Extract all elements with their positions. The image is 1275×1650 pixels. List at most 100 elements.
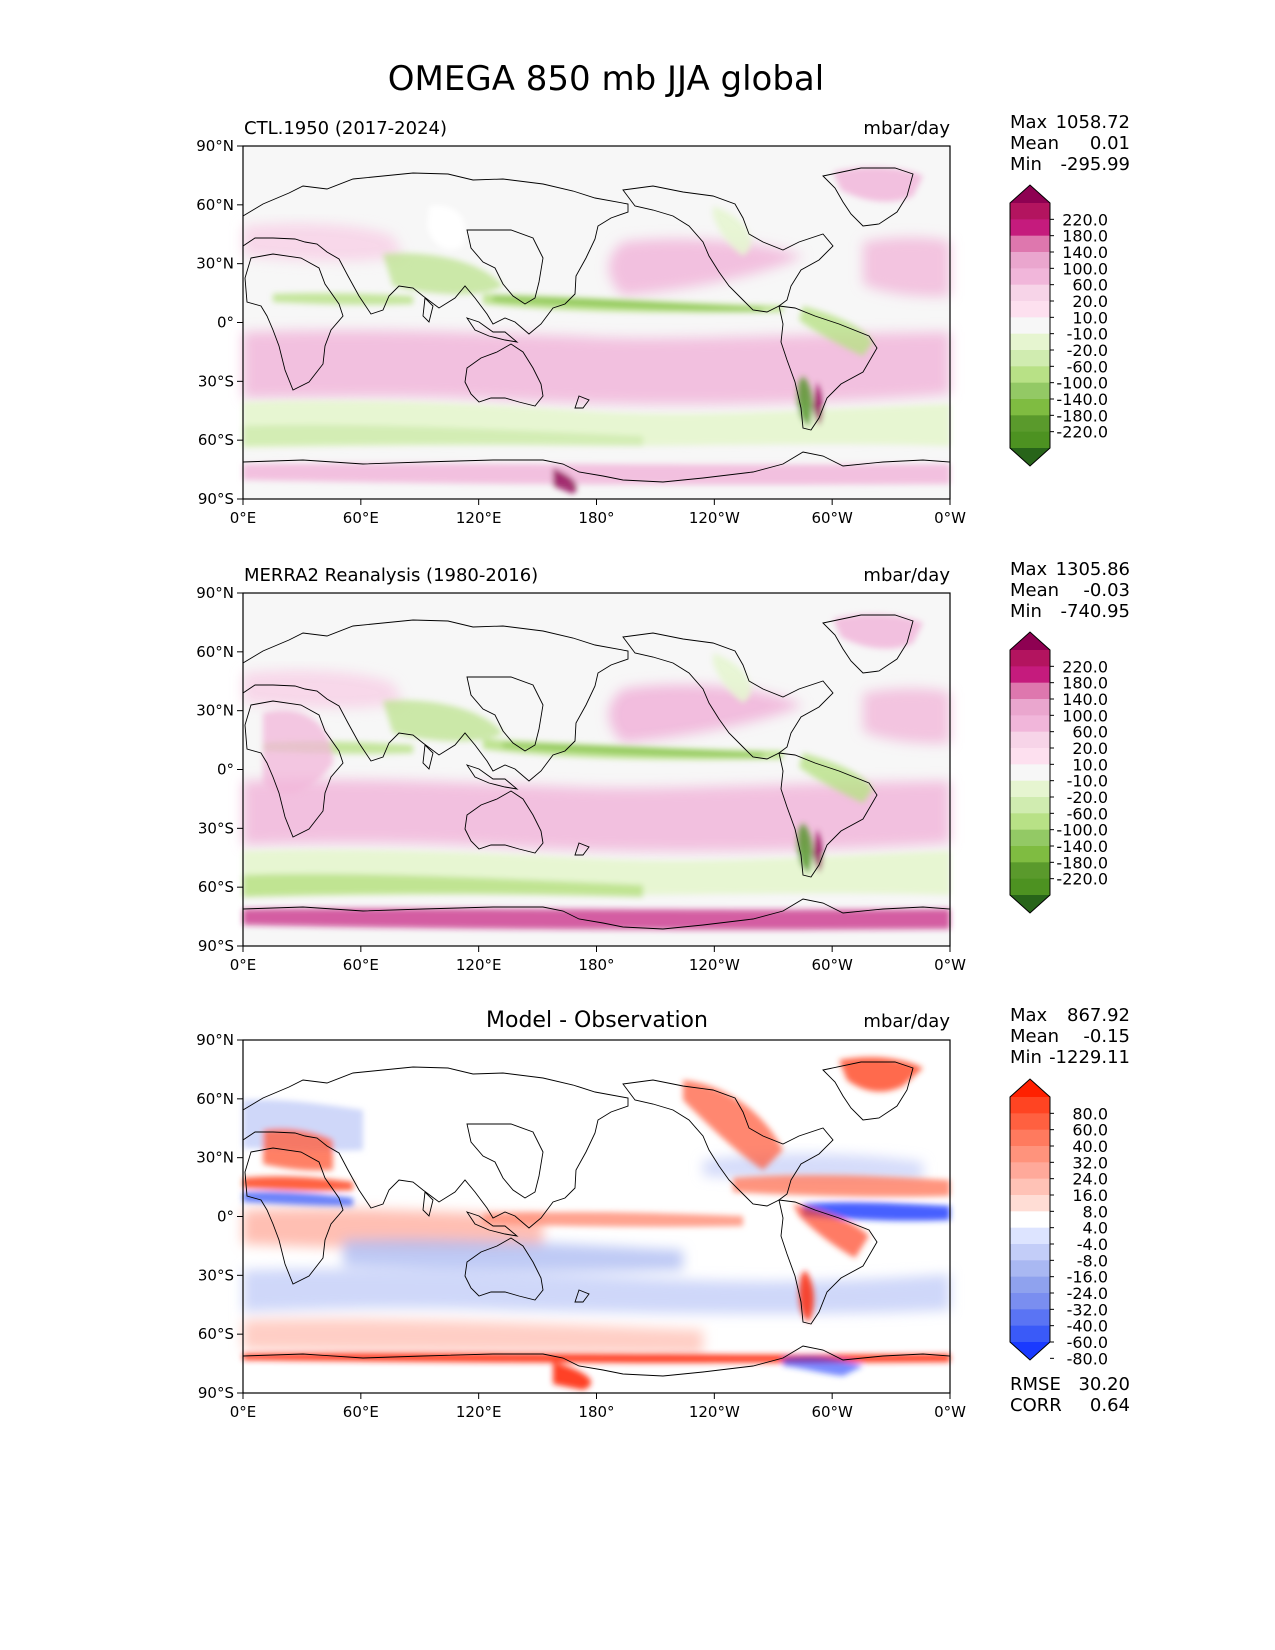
- colorbar-outline: [1009, 631, 1051, 914]
- colorbar: 220.0180.0140.0100.060.020.010.0-10.0-20…: [1009, 184, 1108, 467]
- colorbar-level-label: 220.0: [1062, 657, 1108, 676]
- lat-tick-label: 90°S: [198, 490, 234, 508]
- colorbar-band: [1010, 764, 1050, 782]
- colorbar-extend-min: [1010, 895, 1050, 913]
- stat-label: Min: [1010, 154, 1042, 175]
- colorbar-level-label: 60.0: [1072, 276, 1108, 295]
- colorbar-level-label: 180.0: [1062, 227, 1108, 246]
- stat-value: 1305.86: [1056, 559, 1130, 580]
- colorbar-level-label: 20.0: [1072, 292, 1108, 311]
- colorbar-band: [1010, 797, 1050, 814]
- colorbar-level-label: 16.0: [1072, 1186, 1108, 1205]
- colorbar-level-label: 10.0: [1072, 755, 1108, 774]
- lon-tick-label: 60°E: [343, 1403, 379, 1421]
- lat-tick-label: 60°N: [196, 1090, 234, 1108]
- colorbar-band: [1010, 1146, 1050, 1163]
- corr-value: 0.64: [1090, 1395, 1130, 1416]
- stat-label: Mean: [1010, 133, 1059, 154]
- rmse-label: RMSE: [1010, 1374, 1061, 1395]
- lat-tick-label: 0°: [217, 761, 234, 779]
- lon-tick-label: 0°E: [230, 1403, 257, 1421]
- colorbar-band: [1010, 715, 1050, 733]
- colorbar-level-label: -60.0: [1067, 804, 1108, 823]
- colorbar-level-label: 32.0: [1072, 1153, 1108, 1172]
- lon-tick-label: 120°W: [689, 1403, 740, 1421]
- lat-tick-label: 90°S: [198, 1384, 234, 1402]
- colorbar-band: [1010, 301, 1050, 318]
- lat-tick-label: 30°N: [196, 255, 234, 273]
- lon-tick-label: 0°E: [230, 509, 257, 527]
- panel-1-units: mbar/day: [863, 118, 950, 139]
- lon-tick-label: 120°W: [689, 956, 740, 974]
- colorbar-band: [1010, 862, 1050, 880]
- colorbar-level-label: -32.0: [1067, 1300, 1108, 1319]
- colorbar-band: [1010, 1162, 1050, 1180]
- lon-tick-label: 60°W: [811, 1403, 853, 1421]
- colorbar-band: [1010, 1293, 1050, 1310]
- stat-value: -740.95: [1061, 601, 1130, 622]
- colorbar-band: [1010, 203, 1050, 220]
- corr-label: CORR: [1010, 1395, 1062, 1416]
- lat-tick-label: 30°S: [198, 1266, 234, 1284]
- stat-label: Max: [1010, 559, 1048, 580]
- stat-value: -295.99: [1061, 154, 1130, 175]
- figure-title: OMEGA 850 mb JJA global: [388, 59, 824, 99]
- colorbar-band: [1010, 252, 1050, 269]
- stat-value: -0.15: [1083, 1026, 1130, 1047]
- panel-diff: [242, 1039, 951, 1394]
- colorbar-level-label: 180.0: [1062, 674, 1108, 693]
- colorbar-band: [1010, 1195, 1050, 1212]
- colorbar-band: [1010, 1325, 1050, 1343]
- colorbar-band: [1010, 1244, 1050, 1261]
- colorbar-band: [1010, 846, 1050, 863]
- colorbar-band: [1010, 1097, 1050, 1114]
- panel-1-left-title: CTL.1950 (2017-2024): [244, 118, 447, 139]
- colorbar-level-label: -180.0: [1056, 406, 1108, 425]
- colorbar-level-label: 140.0: [1062, 690, 1108, 709]
- panel-3-center-title: Model - Observation: [486, 1008, 708, 1033]
- lon-tick-label: 180°: [578, 509, 614, 527]
- lon-tick-label: 120°E: [456, 509, 502, 527]
- colorbar-band: [1010, 350, 1050, 367]
- panel-3-units: mbar/day: [863, 1011, 950, 1032]
- colorbar-level-label: -60.0: [1067, 1333, 1108, 1352]
- lon-tick-label: 180°: [578, 956, 614, 974]
- colorbar-band: [1010, 1129, 1050, 1147]
- colorbar-extend-max: [1010, 632, 1050, 650]
- lat-tick-label: 90°S: [198, 937, 234, 955]
- colorbar-level-label: -100.0: [1056, 821, 1108, 840]
- lat-tick-label: 30°N: [196, 1149, 234, 1167]
- colorbar-level-label: 4.0: [1083, 1219, 1108, 1238]
- colorbar-band: [1010, 878, 1050, 896]
- stat-value: 1058.72: [1056, 112, 1130, 133]
- colorbar-level-label: 20.0: [1072, 739, 1108, 758]
- lat-tick-label: 0°: [217, 1208, 234, 1226]
- colorbar-band: [1010, 1276, 1050, 1294]
- colorbar-level-label: -10.0: [1067, 325, 1108, 344]
- lat-tick-label: 60°N: [196, 643, 234, 661]
- field-contours: [243, 614, 950, 930]
- stat-value: -1229.11: [1049, 1047, 1130, 1068]
- colorbar-band: [1010, 431, 1050, 449]
- colorbar-level-label: -16.0: [1067, 1268, 1108, 1287]
- lat-tick-label: 0°: [217, 314, 234, 332]
- colorbar-level-label: -8.0: [1077, 1251, 1108, 1270]
- lat-tick-label: 90°N: [196, 1031, 234, 1049]
- panel-2-left-title: MERRA2 Reanalysis (1980-2016): [244, 565, 538, 586]
- colorbar-level-label: 80.0: [1072, 1104, 1108, 1123]
- colorbar-level-label: -220.0: [1056, 870, 1108, 889]
- lon-tick-label: 60°E: [343, 509, 379, 527]
- panel-2-units: mbar/day: [863, 565, 950, 586]
- colorbar-band: [1010, 333, 1050, 351]
- colorbar-level-label: -180.0: [1056, 853, 1108, 872]
- colorbar-level-label: -24.0: [1067, 1284, 1108, 1303]
- colorbar-level-label: -80.0: [1067, 1349, 1108, 1368]
- colorbar-extend-max: [1010, 1079, 1050, 1097]
- axes-ticks: 90°N60°N30°N0°30°S60°S90°S0°E 60°E 120°E 18…: [196, 137, 966, 1421]
- colorbar-level-label: 220.0: [1062, 210, 1108, 229]
- panel-merra2: [242, 592, 951, 947]
- lon-tick-label: 0°E: [230, 956, 257, 974]
- stat-label: Min: [1010, 1047, 1042, 1068]
